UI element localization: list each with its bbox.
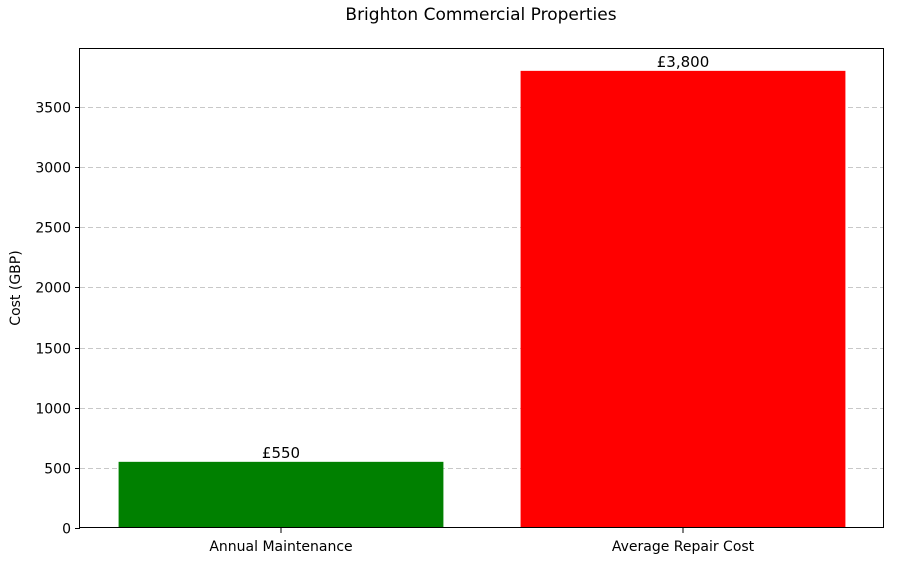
y-axis-tick-labels: 0 500 1000 1500 2000 2500 3000 3500 bbox=[35, 101, 80, 538]
y-tick-label-5: 2500 bbox=[35, 221, 71, 237]
y-tick-label-2: 1000 bbox=[35, 402, 71, 418]
plot-frame bbox=[79, 48, 884, 528]
bar-0 bbox=[118, 461, 444, 528]
y-tick-label-4: 2000 bbox=[35, 281, 71, 297]
bars bbox=[118, 70, 846, 528]
data-label-0: £550 bbox=[262, 444, 300, 462]
x-axis-tick-labels: Annual Maintenance Average Repair Cost bbox=[209, 528, 755, 555]
y-tick-label-1: 500 bbox=[44, 462, 71, 478]
y-tick-label-6: 3000 bbox=[35, 161, 71, 177]
bar-1 bbox=[520, 70, 846, 528]
y-axis-label: Cost (GBP) bbox=[8, 250, 24, 325]
x-tick-label-0: Annual Maintenance bbox=[209, 539, 352, 555]
y-tick-label-0: 0 bbox=[62, 522, 71, 538]
x-tick-label-1: Average Repair Cost bbox=[612, 539, 755, 555]
data-labels: £550 £3,800 bbox=[262, 53, 709, 462]
chart-title: Brighton Commercial Properties bbox=[345, 5, 616, 25]
data-label-1: £3,800 bbox=[657, 53, 710, 71]
gridlines bbox=[80, 107, 884, 469]
y-tick-label-7: 3500 bbox=[35, 101, 71, 117]
y-tick-label-3: 1500 bbox=[35, 342, 71, 358]
